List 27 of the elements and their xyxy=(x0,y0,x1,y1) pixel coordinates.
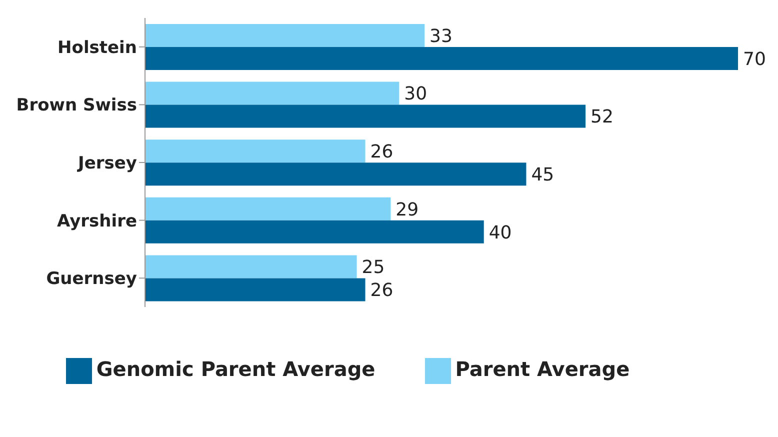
data-label: 26 xyxy=(370,141,394,162)
bar xyxy=(145,47,738,70)
bar xyxy=(145,104,586,128)
bar xyxy=(145,140,366,163)
bar xyxy=(145,220,484,244)
y-tick-label: Ayrshire xyxy=(57,211,137,232)
bar xyxy=(145,278,366,302)
y-tick-label: Holstein xyxy=(58,38,137,58)
data-label: 33 xyxy=(430,26,452,47)
bar xyxy=(145,162,526,186)
data-label: 52 xyxy=(590,106,614,128)
data-label: 29 xyxy=(396,199,419,220)
bar xyxy=(145,82,400,105)
bar xyxy=(145,255,357,278)
bar xyxy=(145,197,391,220)
legend-label: Genomic Parent Average xyxy=(96,357,376,381)
legend-label: Parent Average xyxy=(455,357,630,381)
data-label: 26 xyxy=(370,280,394,302)
data-label: 25 xyxy=(362,257,385,278)
y-tick-label: Jersey xyxy=(77,154,137,174)
bar xyxy=(145,24,425,47)
data-label: 30 xyxy=(404,84,428,105)
data-label: 40 xyxy=(488,222,512,244)
y-tick-label: Brown Swiss xyxy=(16,96,137,116)
y-tick-label: Guernsey xyxy=(46,269,137,290)
data-label: 45 xyxy=(531,164,554,186)
data-label: 70 xyxy=(743,48,766,70)
